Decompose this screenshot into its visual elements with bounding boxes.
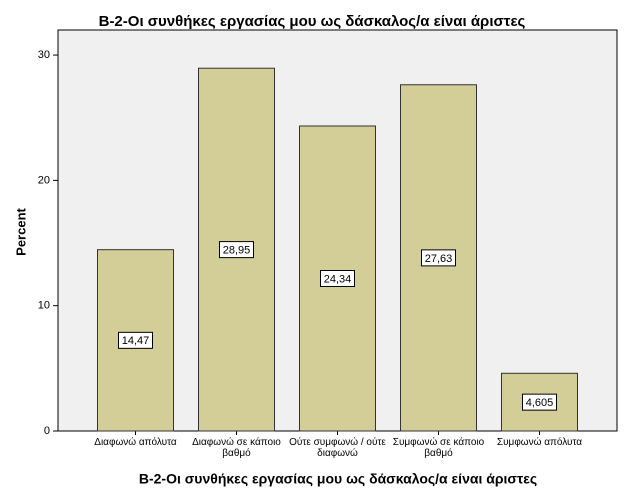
y-axis-label: Percent: [13, 207, 28, 255]
y-tick-label: 0: [44, 425, 50, 437]
value-label-box: [219, 241, 254, 259]
value-label-box: [118, 331, 153, 349]
x-tick-label: Συμφωνώ απόλυτα: [496, 437, 583, 448]
value-label: 4,605: [526, 397, 554, 409]
x-tick-label: Διαφωνώ απόλυτα: [94, 437, 177, 448]
value-label-box: [421, 249, 456, 267]
value-label: 27,63: [425, 253, 453, 265]
value-label: 14,47: [122, 335, 150, 347]
y-tick-label: 10: [38, 300, 50, 312]
x-tick-label: Συμφωνώ σε κάποιο βαθμό: [392, 437, 485, 459]
y-tick-label: 20: [38, 174, 50, 186]
value-label-box: [320, 269, 355, 287]
y-tick-label: 30: [38, 49, 50, 61]
x-tick-label: Ούτε συμφωνώ / ούτε διαφωνώ: [289, 437, 386, 459]
value-label-box: [522, 393, 557, 411]
x-axis-label: B-2-Οι συνθήκες εργασίας μου ως δάσκαλος…: [139, 471, 537, 487]
value-label: 28,95: [223, 245, 251, 257]
bar: [198, 67, 275, 432]
chart-title: B-2-Οι συνθήκες εργασίας μου ως δάσκαλος…: [99, 13, 526, 30]
x-tick-label: Διαφωνώ σε κάποιο βαθμό: [192, 437, 281, 459]
value-label: 24,34: [324, 273, 352, 285]
